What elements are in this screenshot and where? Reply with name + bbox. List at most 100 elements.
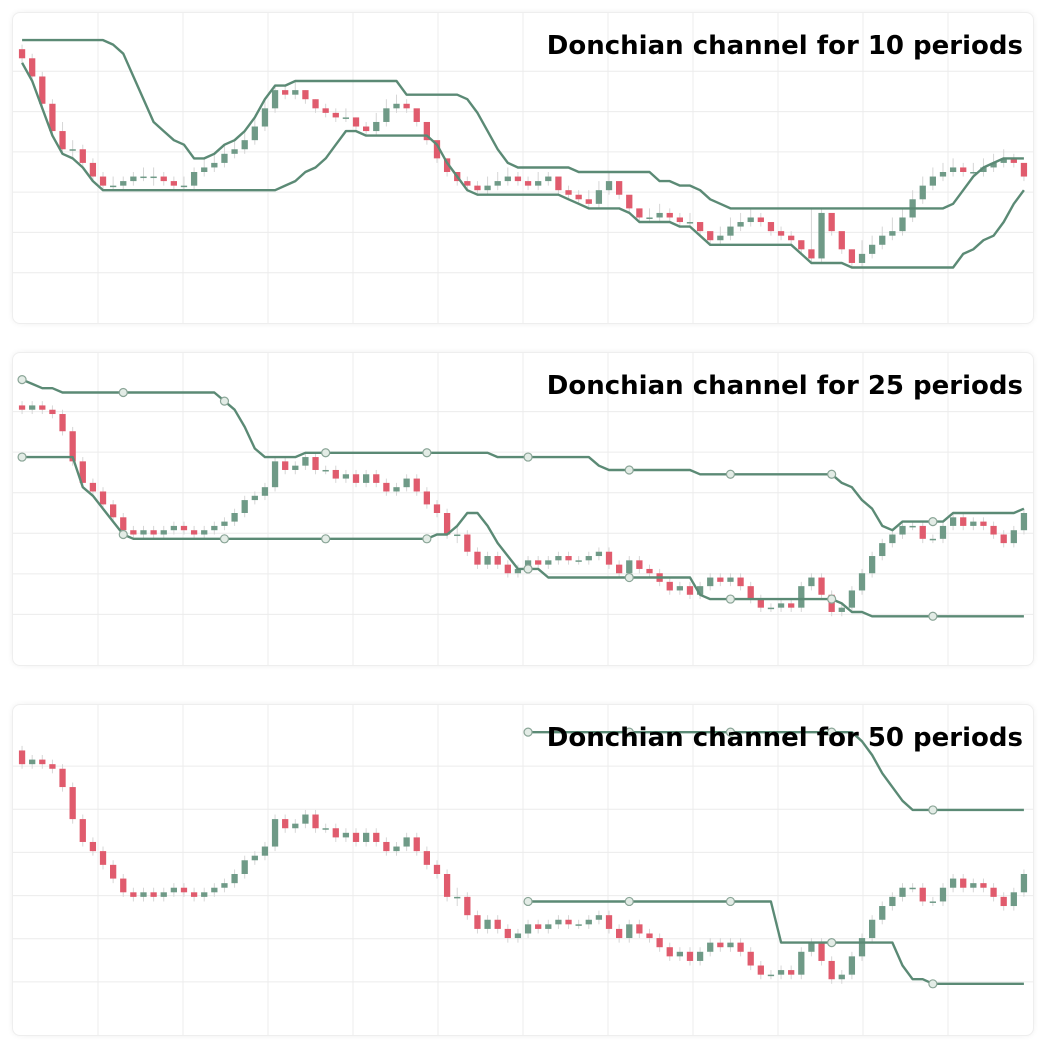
candle-body bbox=[424, 851, 430, 865]
candle-body bbox=[758, 599, 764, 608]
candle-body bbox=[677, 952, 683, 957]
candle-body bbox=[829, 961, 835, 979]
candle-body bbox=[687, 222, 693, 224]
candle-body bbox=[596, 915, 602, 920]
candle-body bbox=[221, 522, 227, 526]
candle-body bbox=[59, 769, 65, 787]
candle-body bbox=[393, 487, 399, 491]
candle-body bbox=[879, 906, 885, 920]
candle-body bbox=[879, 236, 885, 245]
candle-body bbox=[899, 888, 905, 897]
candle-body bbox=[505, 565, 511, 574]
candle-body bbox=[646, 217, 652, 219]
candle-body bbox=[312, 99, 318, 108]
candle-body bbox=[29, 58, 35, 76]
candle-body bbox=[120, 181, 126, 186]
channel-marker bbox=[726, 897, 734, 905]
candle-body bbox=[211, 163, 217, 168]
candle-body bbox=[302, 815, 308, 824]
candle-body bbox=[252, 856, 258, 861]
candle-body bbox=[788, 970, 794, 975]
candle-body bbox=[768, 222, 774, 231]
candle-body bbox=[130, 177, 136, 182]
candle-body bbox=[1001, 535, 1007, 544]
candle-body bbox=[576, 560, 582, 562]
candle-body bbox=[1021, 513, 1027, 530]
candle-body bbox=[333, 470, 339, 479]
candle-body bbox=[383, 483, 389, 492]
candle-body bbox=[262, 108, 268, 126]
candle-body bbox=[49, 764, 55, 769]
candle-body bbox=[889, 231, 895, 236]
chart-title: Donchian channel for 25 periods bbox=[547, 371, 1023, 401]
candle-body bbox=[90, 842, 96, 851]
channel-marker bbox=[828, 595, 836, 603]
candle-body bbox=[808, 943, 814, 952]
channel-marker bbox=[322, 535, 330, 543]
candle-body bbox=[70, 787, 76, 819]
candle-body bbox=[535, 560, 541, 564]
candle-body bbox=[393, 104, 399, 109]
candle-body bbox=[484, 186, 490, 191]
candle-body bbox=[920, 888, 926, 902]
candle-body bbox=[677, 586, 683, 590]
candle-body bbox=[403, 837, 409, 846]
candle-body bbox=[19, 49, 25, 58]
candle-body bbox=[282, 90, 288, 95]
channel-marker bbox=[220, 397, 228, 405]
candle-body bbox=[191, 892, 197, 897]
candle-body bbox=[990, 888, 996, 897]
candle-body bbox=[920, 526, 926, 539]
candle-body bbox=[191, 530, 197, 534]
candle-body bbox=[414, 108, 420, 122]
candle-body bbox=[464, 181, 470, 186]
candle-body bbox=[889, 897, 895, 906]
candle-body bbox=[899, 217, 905, 231]
channel-marker bbox=[119, 389, 127, 397]
candle-body bbox=[849, 590, 855, 607]
candle-body bbox=[707, 943, 713, 952]
candle-body bbox=[940, 526, 946, 539]
candle-body bbox=[242, 500, 248, 513]
candle-body bbox=[505, 929, 511, 938]
candle-body bbox=[990, 526, 996, 535]
candle-body bbox=[302, 457, 308, 466]
candle-body bbox=[1001, 897, 1007, 906]
candle-body bbox=[19, 750, 25, 764]
candle-body bbox=[373, 122, 379, 131]
candle-body bbox=[29, 760, 35, 765]
chart-panel-25: Donchian channel for 25 periods bbox=[12, 352, 1034, 666]
candle-body bbox=[667, 213, 673, 218]
candle-body bbox=[464, 897, 470, 915]
candle-body bbox=[505, 177, 511, 182]
candle-body bbox=[171, 888, 177, 893]
candle-body bbox=[808, 578, 814, 587]
candle-body bbox=[980, 883, 986, 888]
candle-body bbox=[899, 526, 905, 535]
candle-body bbox=[231, 874, 237, 883]
candle-body bbox=[373, 833, 379, 842]
candle-body bbox=[282, 461, 288, 470]
candle-body bbox=[171, 526, 177, 530]
candle-body bbox=[80, 149, 86, 163]
candle-body bbox=[717, 236, 723, 241]
candle-body bbox=[221, 883, 227, 888]
candle-body bbox=[677, 217, 683, 222]
candle-body bbox=[818, 578, 824, 595]
candle-body bbox=[161, 530, 167, 534]
candle-body bbox=[818, 943, 824, 961]
candle-body bbox=[323, 470, 329, 472]
candle-body bbox=[525, 924, 531, 933]
candle-body bbox=[970, 522, 976, 526]
candle-body bbox=[859, 254, 865, 263]
channel-marker bbox=[423, 449, 431, 457]
candle-body bbox=[424, 491, 430, 504]
candle-body bbox=[727, 578, 733, 582]
candle-body bbox=[70, 149, 76, 151]
candle-body bbox=[333, 828, 339, 837]
candle-body bbox=[272, 819, 278, 846]
candle-body bbox=[120, 879, 126, 893]
candle-body bbox=[616, 181, 622, 195]
candle-body bbox=[242, 140, 248, 149]
candle-body bbox=[181, 526, 187, 530]
